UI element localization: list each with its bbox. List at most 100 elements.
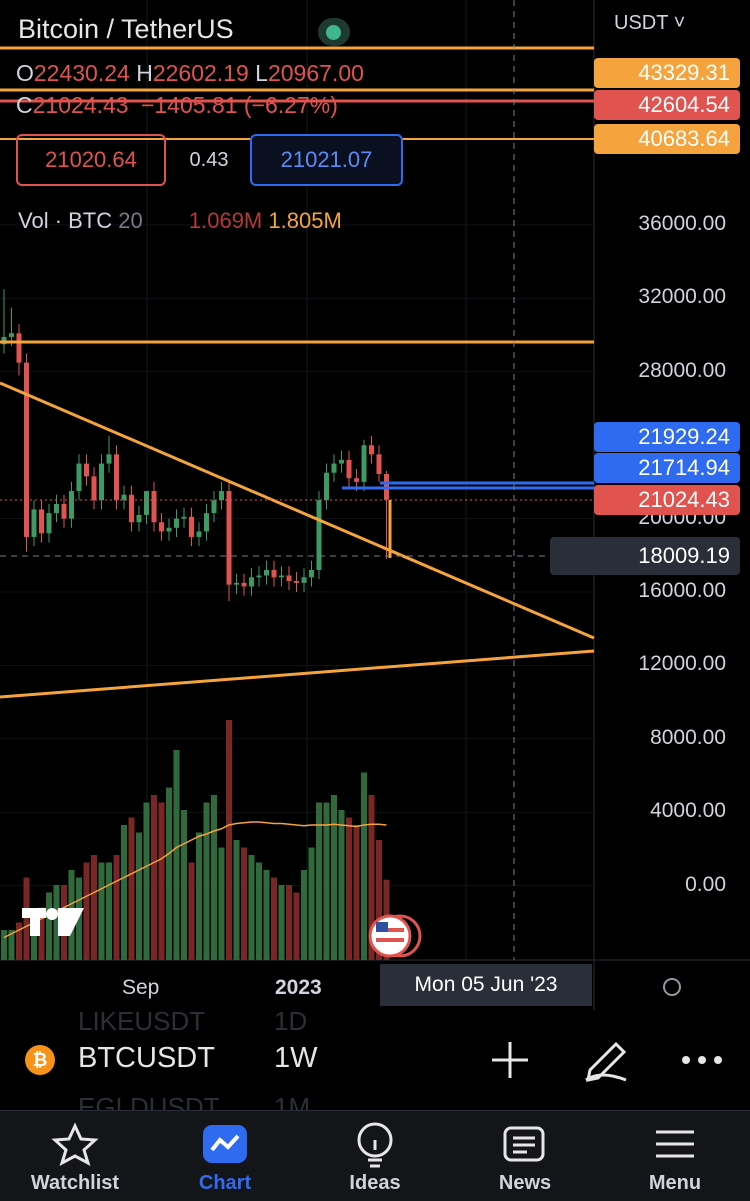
plot [0,224,594,960]
symbol-bar: LIKEUSDT 1D EGLDUSDT 1M ₿ BTCUSDT 1W [0,1010,750,1110]
volume-bar [196,832,202,960]
volume-bar [91,855,97,960]
y-tick-label: 32000.00 [638,285,726,309]
candle-body [376,454,382,475]
sell-button[interactable]: 21020.64 [16,134,166,186]
tab-label: Ideas [349,1172,401,1194]
interval[interactable]: 1W [274,1042,318,1074]
volume-bar [271,877,277,960]
candle-body [174,518,179,528]
trend-line [0,649,595,699]
tv-logo [22,908,84,936]
settings-icon[interactable] [663,978,681,996]
value: 20967.00 [267,60,364,86]
candle-body [339,459,344,464]
candle-body [309,569,314,578]
candle-body [9,333,14,337]
tab-chart[interactable]: Chart [150,1116,300,1200]
crosshair-date: Mon 05 Jun '23 [380,964,592,1006]
flag [376,938,404,942]
candle-body [271,569,277,578]
spread: 0.43 [189,149,229,171]
candle-body [204,513,209,532]
label: L [255,60,268,86]
volume-bar [53,885,60,960]
candle-body [301,577,307,583]
volume-bar [128,817,135,960]
candle-body [31,509,37,537]
volume-bar [241,847,247,960]
candle-body [69,491,74,519]
change: −1405.81 (−6.27%) [140,92,338,118]
tab-menu[interactable]: Menu [600,1116,750,1200]
volume-bar [181,810,187,960]
volume-bar [143,802,150,960]
symbol[interactable]: BTCUSDT [78,1042,215,1074]
candle-body [354,478,359,482]
buy-button[interactable]: 21021.07 [250,134,403,186]
ghost-interval: 1M [274,1092,311,1110]
tab-watchlist[interactable]: Watchlist [0,1116,150,1200]
candle-body [324,472,329,501]
value: 1.069M [188,208,263,233]
candle-body [106,454,112,464]
time-label: Sep [122,976,160,999]
volume-bar [353,825,360,960]
add-button[interactable] [492,1042,528,1078]
volume-bar [1,930,7,960]
tag-bg [550,537,740,575]
volume-bar [211,795,217,960]
currency-select[interactable]: USDT ˅ [614,12,686,34]
candle-body [361,445,367,482]
y-tick-label: 12000.00 [638,652,726,676]
candle-body [264,569,269,576]
volume-bar [173,750,180,960]
volume-bar [263,870,270,960]
candle-body [189,516,194,537]
candle-body [211,500,217,514]
volume-bar [16,922,22,960]
price-tag: 21929.24 [594,422,740,452]
ohlc-row: O22430.24 H22602.19 L20967.00 [16,60,364,87]
candle-body [166,527,172,532]
candle-body [54,503,59,514]
symbol-title: Bitcoin / TetherUS [18,14,234,44]
y-tick-label: 16000.00 [638,579,726,602]
more-button[interactable] [682,1056,722,1064]
candle-body [84,463,89,477]
candle-body [256,575,262,578]
volume-bar [83,862,90,960]
tab-news[interactable]: News [450,1116,600,1200]
volume-bar [323,802,330,960]
tab-ideas[interactable]: Ideas [300,1116,450,1200]
volume-bar [331,795,337,960]
close-row: C21024.43 −1405.81 (−6.27%) [16,92,338,119]
volume-bar [233,840,240,960]
flag [376,922,388,932]
candle-body [369,445,374,455]
volume-bar [46,892,52,960]
volume-bar [293,892,300,960]
volume-row: Vol · BTC 20 1.069M 1.805M [18,208,342,234]
value: 21024.43 [32,92,129,118]
candle-body [46,513,52,534]
candle-body [121,494,127,501]
candle-body [331,463,337,473]
volume-bar [8,930,15,960]
candle-body [234,582,239,585]
draw-button[interactable] [585,1041,627,1082]
volume-bar [368,795,375,960]
price-tag: 42604.54 [594,90,740,120]
ghost-interval: 1D [274,1010,308,1036]
icon [357,1122,393,1168]
candle-body [226,491,232,585]
volume-bar [301,870,307,960]
volume-bar [278,885,285,960]
tab-label: Watchlist [30,1172,120,1194]
volume-bar [218,847,225,960]
volume-bar [286,885,292,960]
candle-body [91,476,97,501]
candle-body [61,503,67,519]
volume-ma [3,821,387,939]
candle-body [114,454,119,501]
